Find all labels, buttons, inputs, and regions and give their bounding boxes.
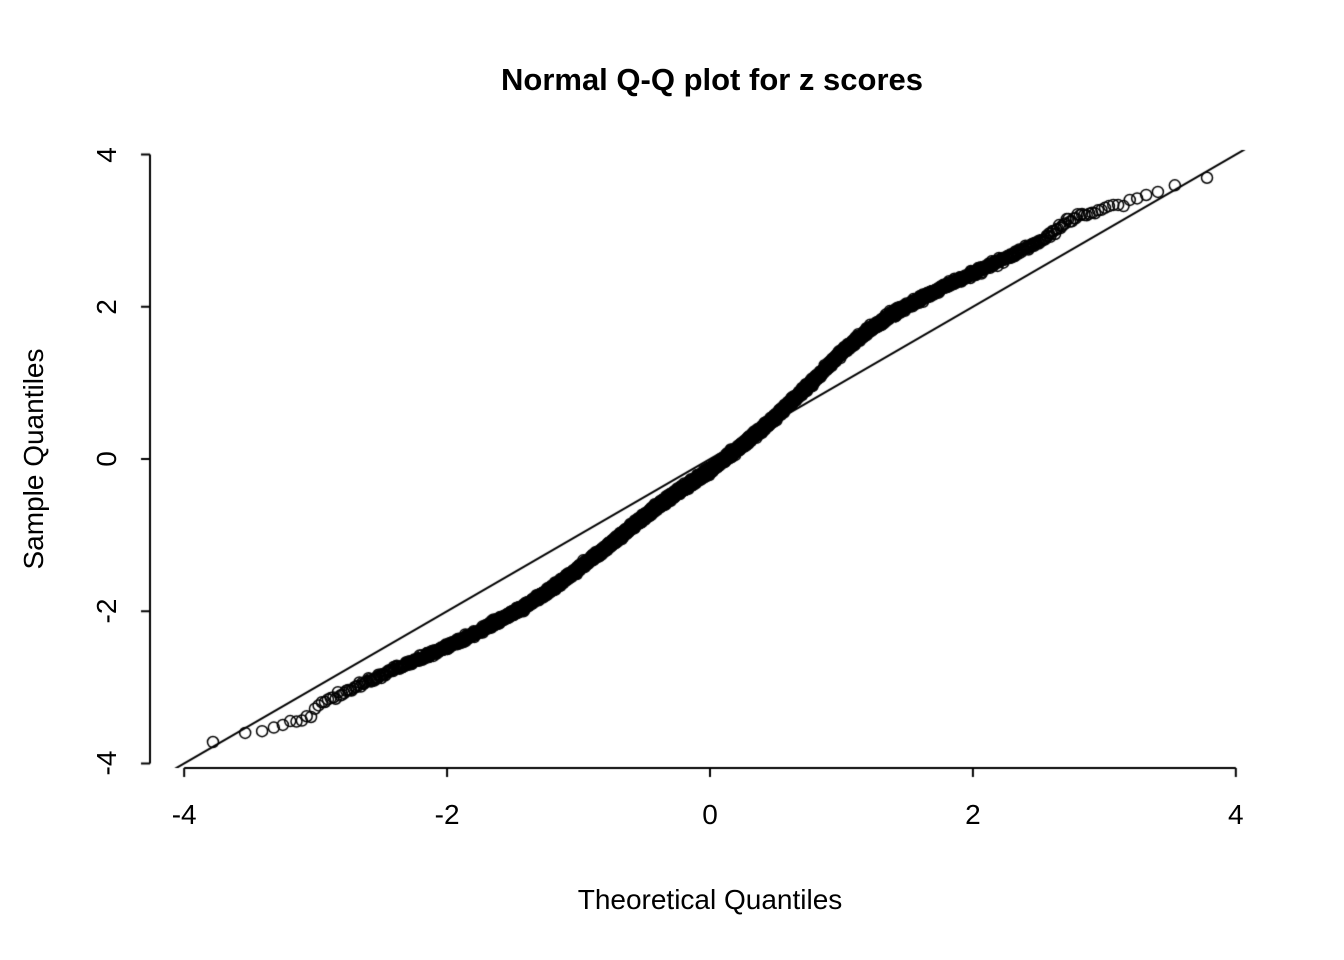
y-tick-label: 0 xyxy=(91,451,122,467)
x-tick-label: 4 xyxy=(1228,799,1244,830)
y-tick-label: -4 xyxy=(91,750,122,776)
y-axis-label: Sample Quantiles xyxy=(18,348,49,570)
y-tick-label: 4 xyxy=(91,146,122,163)
x-tick-label: -2 xyxy=(434,799,460,830)
x-axis-label: Theoretical Quantiles xyxy=(577,884,843,915)
x-tick-label: 2 xyxy=(965,799,981,830)
x-tick-label: -4 xyxy=(171,799,197,830)
y-tick-label: -2 xyxy=(91,598,122,624)
y-tick-label: 2 xyxy=(91,298,122,315)
x-tick-label: 0 xyxy=(702,799,718,830)
chart-title: Normal Q-Q plot for z scores xyxy=(500,62,924,97)
